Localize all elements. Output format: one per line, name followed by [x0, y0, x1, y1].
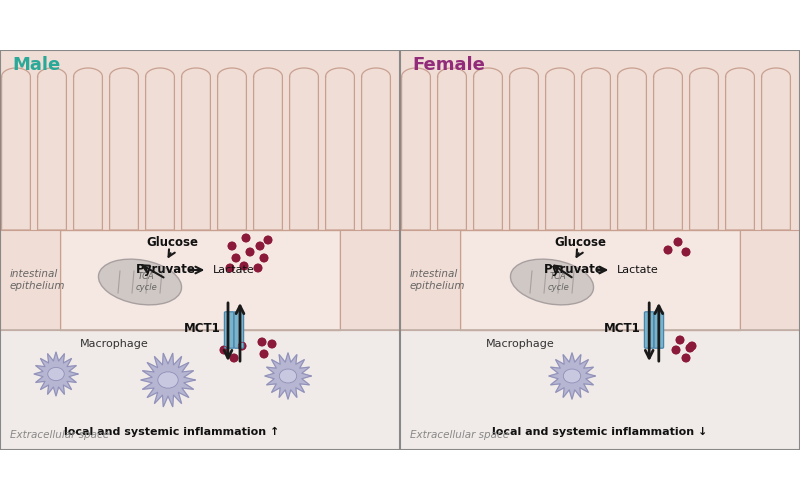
Circle shape: [664, 246, 672, 254]
Polygon shape: [146, 68, 174, 230]
Polygon shape: [762, 68, 790, 230]
Text: local and systemic inflammation ↓: local and systemic inflammation ↓: [492, 427, 708, 437]
Polygon shape: [141, 353, 195, 407]
Circle shape: [260, 254, 268, 262]
Polygon shape: [438, 68, 466, 230]
Text: intestinal
epithelium: intestinal epithelium: [10, 269, 66, 291]
Bar: [340, 230, 400, 330]
Circle shape: [674, 238, 682, 246]
Text: TCA
cycle: TCA cycle: [547, 272, 569, 291]
Bar: [60, 230, 340, 330]
Text: intestinal
epithelium: intestinal epithelium: [410, 269, 466, 291]
Text: Pyruvate: Pyruvate: [544, 264, 604, 276]
Circle shape: [264, 236, 272, 244]
Circle shape: [240, 262, 248, 270]
Text: MCT1: MCT1: [184, 322, 221, 334]
Circle shape: [238, 342, 246, 350]
Circle shape: [682, 354, 690, 362]
Text: Macrophage: Macrophage: [486, 339, 554, 349]
Circle shape: [686, 344, 694, 352]
Circle shape: [246, 248, 254, 256]
Polygon shape: [38, 68, 66, 230]
Circle shape: [256, 242, 264, 250]
Circle shape: [254, 264, 262, 272]
Text: MCT1: MCT1: [604, 322, 641, 334]
Circle shape: [260, 350, 268, 358]
Circle shape: [242, 234, 250, 242]
Polygon shape: [74, 68, 102, 230]
Polygon shape: [218, 68, 246, 230]
Text: TCA
cycle: TCA cycle: [135, 272, 157, 291]
Polygon shape: [582, 68, 610, 230]
Bar: [0, 50, 400, 230]
Polygon shape: [34, 352, 78, 396]
Bar: [400, 50, 800, 230]
Circle shape: [268, 340, 276, 348]
Text: Lactate: Lactate: [213, 265, 255, 275]
Text: Macrophage: Macrophage: [80, 339, 148, 349]
Bar: [400, 50, 800, 230]
FancyBboxPatch shape: [654, 312, 664, 348]
Polygon shape: [690, 68, 718, 230]
Circle shape: [226, 264, 234, 272]
Ellipse shape: [158, 372, 178, 388]
Circle shape: [232, 254, 240, 262]
Text: Female: Female: [412, 56, 485, 74]
Text: Pyruvate: Pyruvate: [136, 264, 196, 276]
Text: Extracellular space: Extracellular space: [410, 430, 509, 440]
Text: Glucose: Glucose: [146, 236, 198, 248]
Text: Lactate: Lactate: [617, 265, 659, 275]
Polygon shape: [726, 68, 754, 230]
Ellipse shape: [563, 369, 581, 383]
Polygon shape: [254, 68, 282, 230]
Polygon shape: [549, 353, 595, 399]
Polygon shape: [290, 68, 318, 230]
Text: Glucose: Glucose: [554, 236, 606, 248]
FancyBboxPatch shape: [645, 312, 654, 348]
Polygon shape: [182, 68, 210, 230]
Polygon shape: [362, 68, 390, 230]
Ellipse shape: [48, 368, 64, 380]
FancyBboxPatch shape: [234, 312, 243, 348]
Bar: [400, 230, 460, 330]
FancyBboxPatch shape: [224, 312, 234, 348]
Circle shape: [220, 346, 228, 354]
Bar: [400, 330, 800, 450]
Polygon shape: [618, 68, 646, 230]
Bar: [740, 230, 800, 330]
Polygon shape: [326, 68, 354, 230]
Bar: [0, 230, 60, 330]
Text: Extracellular space: Extracellular space: [10, 430, 109, 440]
Ellipse shape: [510, 259, 594, 305]
Polygon shape: [2, 68, 30, 230]
Polygon shape: [402, 68, 430, 230]
Polygon shape: [474, 68, 502, 230]
Polygon shape: [654, 68, 682, 230]
Polygon shape: [110, 68, 138, 230]
Text: Male: Male: [12, 56, 60, 74]
Circle shape: [688, 342, 696, 350]
Circle shape: [672, 346, 680, 354]
Ellipse shape: [279, 369, 297, 383]
Bar: [0, 230, 400, 330]
Polygon shape: [510, 68, 538, 230]
Ellipse shape: [98, 259, 182, 305]
Bar: [0, 50, 400, 230]
Bar: [0, 330, 400, 450]
Polygon shape: [546, 68, 574, 230]
Circle shape: [676, 336, 684, 344]
Circle shape: [228, 242, 236, 250]
Circle shape: [230, 354, 238, 362]
Bar: [400, 230, 800, 330]
Circle shape: [682, 248, 690, 256]
Polygon shape: [265, 353, 311, 399]
Text: local and systemic inflammation ↑: local and systemic inflammation ↑: [64, 427, 280, 437]
Bar: [460, 230, 740, 330]
Circle shape: [258, 338, 266, 346]
